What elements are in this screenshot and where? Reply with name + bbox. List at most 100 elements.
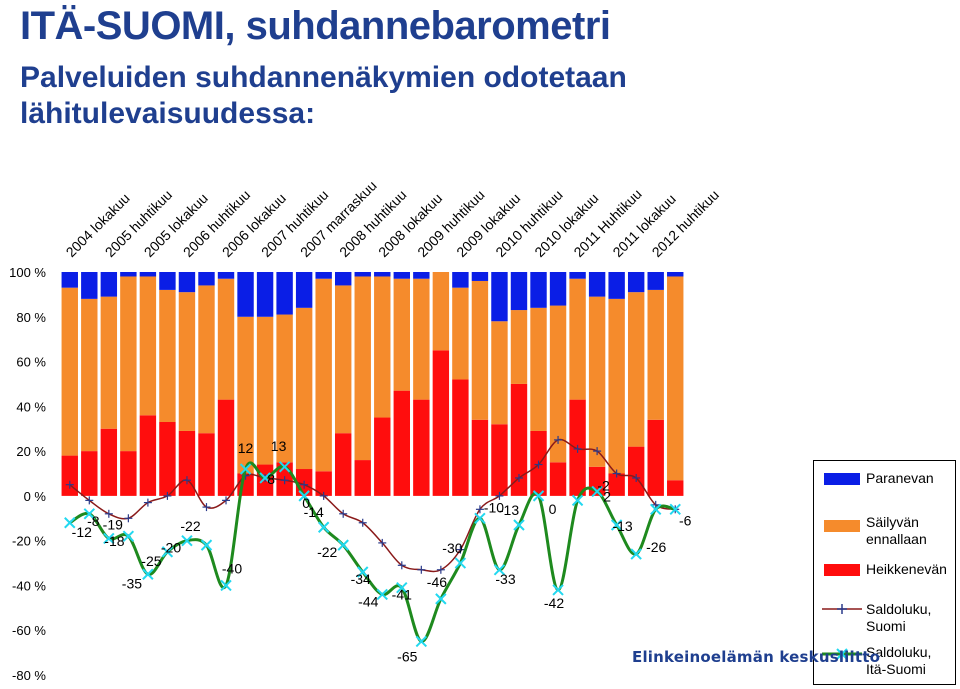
bar-sailyvan xyxy=(237,316,254,474)
data-label: 0 xyxy=(549,501,557,517)
marker-saldo-suomi xyxy=(222,496,231,505)
marker-saldo-suomi xyxy=(456,545,465,554)
line-saldo-suomi xyxy=(69,438,676,573)
bar-paranevan xyxy=(393,272,410,279)
bar-paranevan xyxy=(61,272,78,288)
data-label: -19 xyxy=(103,516,123,532)
data-label: -6 xyxy=(679,512,692,528)
data-label: -30 xyxy=(442,540,462,556)
bar-sailyvan xyxy=(647,289,664,420)
bar-sailyvan xyxy=(413,278,430,400)
marker-saldo-suomi xyxy=(593,447,602,456)
bar-paranevan xyxy=(354,272,371,277)
bar-paranevan xyxy=(237,272,254,317)
data-label: -22 xyxy=(317,544,337,560)
marker-saldo-ita-suomi xyxy=(103,532,115,545)
bar-heikkenevan xyxy=(608,473,625,496)
bar-paranevan xyxy=(471,272,489,281)
legend-label-ita-suomi: Saldoluku, Itä-Suomi xyxy=(866,644,932,677)
marker-saldo-suomi xyxy=(104,509,113,518)
bar-paranevan xyxy=(627,272,645,293)
bar-heikkenevan xyxy=(81,451,98,496)
data-label: -8 xyxy=(87,513,100,529)
bar-heikkenevan xyxy=(315,471,332,496)
bar-heikkenevan xyxy=(100,428,118,496)
marker-saldo-suomi xyxy=(554,435,563,444)
marker-saldo-suomi xyxy=(417,565,426,574)
bar-sailyvan xyxy=(452,287,469,380)
marker-saldo-suomi xyxy=(397,561,406,570)
bar-paranevan xyxy=(276,272,293,315)
marker-saldo-suomi xyxy=(534,460,543,469)
marker-saldo-ita-suomi xyxy=(161,546,174,558)
marker-saldo-ita-suomi xyxy=(454,557,467,569)
bar-heikkenevan xyxy=(627,446,645,496)
bar-paranevan xyxy=(198,272,215,286)
bar-sailyvan xyxy=(295,307,313,470)
saldo-lines xyxy=(64,435,681,648)
bar-sailyvan xyxy=(491,321,508,425)
page-subtitle: Palveluiden suhdannenäkymien odotetaan l… xyxy=(20,61,627,130)
bar-heikkenevan xyxy=(667,480,684,496)
bar-sailyvan xyxy=(530,307,547,431)
x-tick-label: 2011 Huhtikuu xyxy=(570,186,644,260)
marker-saldo-suomi xyxy=(124,514,133,523)
bar-paranevan xyxy=(667,272,684,277)
bar-sailyvan xyxy=(178,292,196,431)
marker-saldo-suomi xyxy=(436,565,445,574)
bar-paranevan xyxy=(413,272,430,279)
data-label: -20 xyxy=(161,540,181,556)
bar-sailyvan xyxy=(588,296,606,467)
legend-label-sailyvan: Säilyvän ennallaan xyxy=(866,514,927,547)
bar-paranevan xyxy=(81,272,98,299)
bar-sailyvan xyxy=(315,278,332,472)
legend-swatch-paranevan xyxy=(824,473,860,485)
bar-heikkenevan xyxy=(354,460,371,496)
bar-paranevan xyxy=(178,272,196,293)
marker-saldo-suomi xyxy=(612,469,621,478)
bar-heikkenevan xyxy=(491,424,508,496)
data-label: 8 xyxy=(267,471,275,487)
bar-sailyvan xyxy=(81,298,98,452)
marker-saldo-ita-suomi xyxy=(571,494,584,507)
data-label: -34 xyxy=(351,571,371,587)
bar-sailyvan xyxy=(159,289,176,422)
marker-saldo-suomi xyxy=(202,503,211,512)
bar-heikkenevan xyxy=(432,350,450,496)
marker-saldo-ita-suomi xyxy=(493,564,506,576)
bar-sailyvan xyxy=(276,314,293,463)
marker-saldo-suomi xyxy=(339,509,348,518)
legend-label-suomi: Saldoluku, Suomi xyxy=(866,601,932,634)
bar-paranevan xyxy=(295,272,313,308)
bar-heikkenevan xyxy=(217,399,235,496)
bar-paranevan xyxy=(452,272,469,288)
bar-sailyvan xyxy=(256,316,274,465)
data-label: -13 xyxy=(499,502,519,518)
marker-saldo-ita-suomi xyxy=(220,579,232,592)
bar-sailyvan xyxy=(549,305,567,463)
bar-paranevan xyxy=(588,272,606,297)
bar-paranevan xyxy=(100,272,118,297)
data-label: -26 xyxy=(646,539,666,555)
bar-sailyvan xyxy=(569,278,586,400)
bar-heikkenevan xyxy=(393,390,410,496)
marker-saldo-ita-suomi xyxy=(474,512,486,524)
stacked-bars xyxy=(61,272,684,496)
marker-saldo-ita-suomi xyxy=(337,539,349,551)
bar-paranevan xyxy=(335,272,352,286)
bar-heikkenevan xyxy=(510,383,528,496)
y-tick-label: 20 % xyxy=(16,444,46,459)
data-label: -35 xyxy=(122,575,142,591)
marker-saldo-ita-suomi xyxy=(552,584,564,596)
marker-saldo-suomi xyxy=(163,491,172,500)
bar-heikkenevan xyxy=(647,419,664,496)
bar-sailyvan xyxy=(335,285,352,434)
marker-saldo-suomi xyxy=(475,505,484,514)
bar-sailyvan xyxy=(374,276,391,418)
marker-saldo-ita-suomi xyxy=(376,588,388,601)
data-label: -44 xyxy=(358,593,378,609)
bar-heikkenevan xyxy=(139,415,157,496)
bar-sailyvan xyxy=(198,285,215,434)
marker-saldo-ita-suomi xyxy=(513,519,525,531)
marker-saldo-ita-suomi xyxy=(357,566,369,578)
